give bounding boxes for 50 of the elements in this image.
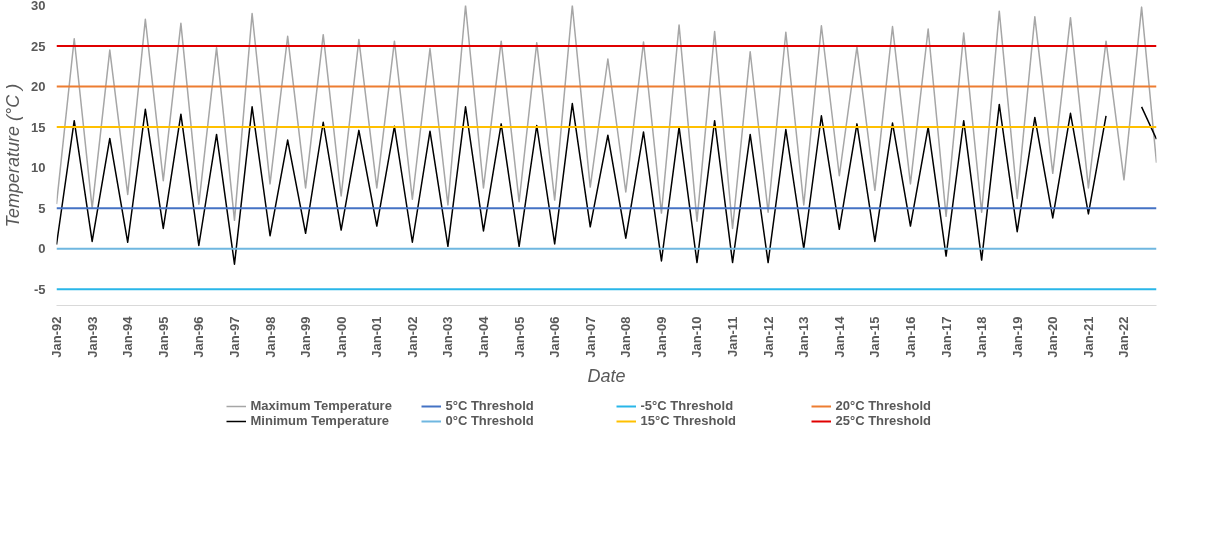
x-tick-label: Jan-03 [440, 316, 456, 358]
y-tick-label: -5 [33, 281, 46, 297]
y-tick-label: 15 [31, 119, 46, 135]
x-tick-label: Jan-11 [725, 316, 741, 357]
y-tick-label: 10 [31, 160, 46, 176]
x-tick-label: Jan-15 [867, 316, 883, 358]
x-tick-label: Jan-08 [618, 316, 634, 358]
x-tick-label: Jan-98 [262, 316, 278, 358]
x-tick-label: Jan-13 [796, 316, 812, 358]
y-tick-label: 30 [31, 0, 46, 13]
x-tick-label: Jan-16 [902, 316, 918, 358]
x-tick-label: Jan-20 [1045, 316, 1061, 358]
x-tick-label: Jan-01 [369, 316, 385, 358]
y-tick-label: 0 [38, 241, 46, 257]
x-tick-label: Jan-17 [938, 316, 954, 358]
y-tick-label: 5 [38, 200, 46, 216]
x-tick-label: Jan-04 [475, 315, 491, 358]
x-tick-label: Jan-99 [298, 316, 314, 358]
x-tick-label: Jan-18 [974, 316, 990, 358]
x-tick-label: Jan-06 [547, 316, 563, 358]
legend-label: 0°C Threshold [445, 413, 535, 428]
x-tick-label: Jan-94 [120, 315, 136, 358]
x-tick-label: Jan-07 [582, 316, 598, 358]
x-tick-label: Jan-00 [333, 316, 349, 358]
legend-label: Minimum Temperature [250, 413, 390, 428]
y-tick-label: 20 [31, 79, 46, 95]
x-tick-label: Jan-93 [84, 316, 100, 358]
x-tick-label: Jan-12 [760, 316, 776, 358]
x-tick-label: Jan-10 [689, 316, 705, 358]
line-series [56, 5, 1157, 230]
x-tick-label: Jan-05 [511, 316, 527, 358]
legend-label: 25°C Threshold [835, 413, 932, 428]
legend-label: 20°C Threshold [835, 398, 932, 413]
x-tick-label: Jan-21 [1080, 316, 1096, 358]
legend-label: Maximum Temperature [250, 398, 393, 413]
x-tick-label: Jan-92 [49, 316, 64, 358]
y-tick-label: 25 [31, 38, 46, 54]
x-tick-label: Jan-09 [653, 316, 669, 358]
x-tick-label: Jan-22 [1116, 316, 1132, 358]
x-tick-label: Jan-97 [226, 316, 242, 358]
x-tick-label: Jan-14 [831, 315, 847, 358]
x-tick-label: Jan-96 [191, 316, 207, 358]
legend-label: 5°C Threshold [445, 398, 535, 413]
legend-label: -5°C Threshold [640, 398, 735, 413]
x-tick-label: Jan-02 [404, 316, 420, 358]
x-axis-title: Date [587, 365, 626, 386]
x-tick-label: Jan-95 [155, 316, 171, 358]
y-axis-title: Temperature (°C ) [3, 83, 24, 228]
x-tick-label: Jan-19 [1009, 316, 1025, 358]
legend-label: 15°C Threshold [640, 413, 737, 428]
